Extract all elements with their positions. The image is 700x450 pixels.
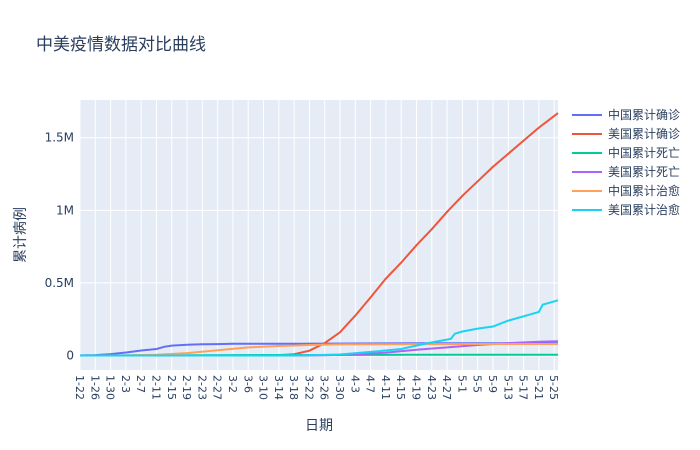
x-tick-label: 3-18 — [287, 375, 300, 400]
legend-label: 中国累计治愈 — [608, 183, 680, 198]
y-tick-label: 1.5M — [45, 131, 74, 145]
gridlines — [79, 100, 558, 370]
y-tick-label: 0.5M — [45, 276, 74, 290]
x-tick-label: 3-14 — [272, 375, 285, 400]
chart-title: 中美疫情数据对比曲线 — [36, 35, 206, 55]
x-tick-label: 2-23 — [195, 375, 208, 400]
legend-label: 中国累计死亡 — [608, 145, 680, 160]
x-tick-label: 4-11 — [379, 375, 392, 400]
x-tick-label: 1-30 — [104, 375, 117, 400]
x-tick-label: 4-23 — [425, 375, 438, 400]
x-tick-label: 3-22 — [302, 375, 315, 400]
x-tick-label: 4-15 — [394, 375, 407, 400]
x-tick-label: 4-3 — [348, 375, 361, 393]
x-tick-label: 3-6 — [241, 375, 254, 393]
x-tick-label: 3-10 — [257, 375, 270, 400]
x-axis-ticks: 1-22 1-26 1-30 2-3 2-7 2-11 2-15 2-19 2-23 2-27 3-… — [73, 375, 560, 400]
x-tick-label: 2-15 — [165, 375, 178, 400]
legend-label: 美国累计确诊 — [608, 127, 680, 141]
plot-area — [80, 100, 558, 370]
x-tick-label: 5-13 — [501, 375, 514, 400]
x-tick-label: 4-27 — [440, 375, 453, 400]
legend-label: 美国累计死亡 — [608, 165, 680, 179]
x-tick-label: 2-7 — [134, 375, 147, 393]
series-line — [80, 299, 559, 357]
x-tick-label: 3-30 — [333, 375, 346, 400]
x-tick-label: 5-25 — [547, 375, 560, 400]
legend-label: 美国累计治愈 — [608, 202, 680, 217]
x-tick-label: 2-11 — [149, 375, 162, 400]
x-tick-label: 5-9 — [486, 375, 499, 393]
y-tick-label: 1M — [56, 203, 74, 217]
x-tick-label: 5-17 — [517, 375, 530, 400]
x-tick-label: 2-19 — [180, 375, 193, 400]
x-tick-label: 5-21 — [532, 375, 545, 400]
x-tick-label: 2-27 — [211, 375, 224, 400]
x-tick-label: 2-3 — [119, 375, 132, 393]
y-axis-title: 累计病例 — [13, 207, 29, 263]
x-tick-label: 3-2 — [226, 375, 239, 393]
x-axis-title: 日期 — [305, 418, 333, 434]
y-tick-label: 0 — [66, 348, 74, 362]
x-tick-label: 4-7 — [364, 375, 377, 393]
x-tick-label: 5-5 — [471, 375, 484, 393]
y-axis-ticks: 0 0.5M 1M 1.5M — [45, 131, 74, 363]
legend-label: 中国累计确诊 — [608, 107, 680, 122]
x-tick-label: 1-22 — [73, 375, 86, 400]
x-tick-label: 4-19 — [410, 375, 423, 400]
series-lines — [79, 112, 559, 357]
x-tick-label: 1-26 — [88, 375, 101, 400]
x-tick-label: 3-26 — [318, 375, 331, 400]
x-tick-label: 5-1 — [455, 375, 468, 393]
